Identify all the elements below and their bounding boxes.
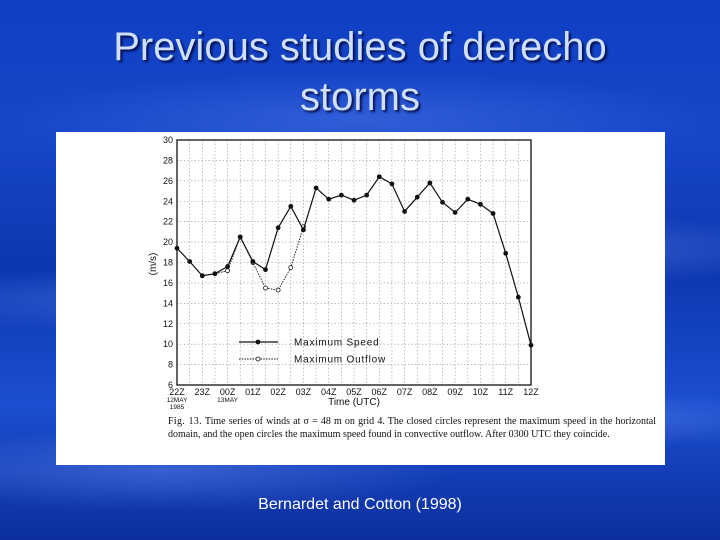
legend-label: Maximum Speed <box>294 338 379 349</box>
x-tick-label: 10Z <box>473 387 489 397</box>
speed-point <box>187 259 193 264</box>
y-tick-label: 16 <box>163 278 173 288</box>
plot-frame <box>176 139 532 386</box>
speed-point <box>338 192 344 198</box>
slide-title: Previous studies of derecho storms <box>0 22 720 122</box>
legend-marker <box>255 356 261 362</box>
y-axis-label: (m/s) <box>148 253 159 276</box>
x-tick-label: 11Z <box>498 387 513 397</box>
x-tick-labels: 22Z 23Z 00Z 01Z 02Z 03Z 04Z 05Z 06Z 07Z 08Z 09Z 10Z 1… <box>167 387 540 411</box>
speed-point <box>225 264 230 269</box>
speed-point <box>376 174 382 180</box>
chart-series <box>174 174 534 348</box>
speed-point <box>237 234 243 240</box>
x-tick-sublabel: 1985 <box>170 404 185 411</box>
x-tick-label: 09Z <box>447 387 463 397</box>
figure-caption: Fig. 13. Time series of winds at σ = 48 … <box>168 416 656 441</box>
citation: Bernardet and Cotton (1998) <box>258 496 462 513</box>
y-tick-label: 8 <box>168 360 173 370</box>
x-tick-label: 03Z <box>296 387 312 397</box>
x-tick-label: 12Z <box>523 387 539 397</box>
x-tick-label: 06Z <box>372 387 388 397</box>
y-tick-label: 12 <box>163 319 173 329</box>
outflow-point <box>225 268 230 274</box>
x-tick-label: 01Z <box>245 387 261 397</box>
speed-point <box>452 210 458 215</box>
y-tick-label: 10 <box>163 339 173 349</box>
x-tick-label: 00Z <box>220 387 236 397</box>
y-tick-label: 6 <box>168 380 173 390</box>
legend-label: Maximum Outflow <box>294 355 386 366</box>
speed-point <box>389 181 395 187</box>
speed-point <box>414 194 420 200</box>
x-tick-label: 23Z <box>195 387 211 397</box>
y-tick-label: 26 <box>163 176 173 186</box>
speed-point <box>490 211 496 216</box>
speed-point <box>440 199 445 205</box>
speed-point <box>402 209 407 214</box>
x-tick-label: 05Z <box>346 387 362 397</box>
y-tick-label: 20 <box>163 237 173 247</box>
x-tick-sublabel: 13MAY <box>217 397 238 404</box>
x-tick-label: 07Z <box>397 387 413 397</box>
outflow-point <box>263 285 268 291</box>
x-tick-label: 22Z <box>169 387 185 397</box>
speed-point <box>478 201 483 207</box>
y-tick-label: 18 <box>163 258 173 268</box>
speed-point <box>199 273 205 279</box>
outflow-point <box>275 287 281 293</box>
speed-point <box>250 259 256 264</box>
speed-point <box>275 225 281 231</box>
speed-point <box>313 185 319 191</box>
figure-panel: 6 8 10 12 14 16 18 20 22 24 26 28 30 22Z 23Z 00Z 01Z 02Z… <box>56 132 665 465</box>
speed-point <box>528 342 534 348</box>
y-tick-label: 22 <box>163 217 173 227</box>
outflow-point <box>288 265 294 271</box>
chart-legend: Maximum Speed Maximum Outflow <box>239 338 386 366</box>
speed-point <box>174 245 180 251</box>
y-tick-label: 28 <box>163 155 173 165</box>
caption-text: Time series of winds at σ = 48 m on grid… <box>168 416 656 440</box>
x-tick-label: 02Z <box>270 387 286 397</box>
speed-point <box>465 196 471 202</box>
x-axis-label: Time (UTC) <box>328 397 380 408</box>
y-tick-labels: 6 8 10 12 14 16 18 20 22 24 26 28 30 <box>163 135 173 390</box>
y-tick-label: 30 <box>163 135 173 145</box>
legend-marker <box>255 339 261 345</box>
x-tick-sublabel: 12MAY <box>167 397 188 404</box>
speed-point <box>263 267 268 273</box>
x-tick-label: 08Z <box>422 387 438 397</box>
speed-point <box>351 197 357 203</box>
slide-title-line-1: Previous studies of derecho <box>113 25 607 69</box>
wind-time-series-chart: 6 8 10 12 14 16 18 20 22 24 26 28 30 22Z 23Z 00Z 01Z 02Z… <box>148 135 540 411</box>
slide-title-line-2: storms <box>300 75 420 119</box>
speed-point <box>427 180 433 186</box>
speed-point <box>364 192 370 198</box>
caption-label: Fig. 13. <box>168 416 202 427</box>
y-tick-label: 14 <box>163 298 173 308</box>
speed-point <box>326 196 332 202</box>
speed-point <box>288 203 294 209</box>
speed-point <box>503 250 509 256</box>
y-tick-label: 24 <box>163 196 173 206</box>
x-tick-label: 04Z <box>321 387 337 397</box>
speed-point <box>301 227 306 233</box>
speed-point <box>515 294 521 300</box>
speed-point <box>212 271 218 277</box>
